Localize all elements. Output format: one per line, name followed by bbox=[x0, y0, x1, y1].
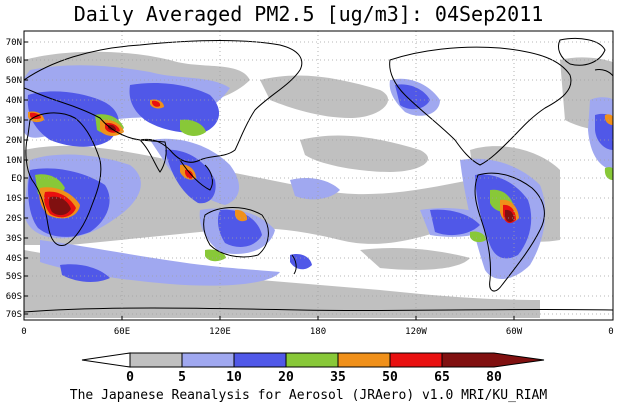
coastline-south-america bbox=[474, 172, 545, 292]
colorbar-label: 20 bbox=[278, 370, 294, 385]
colorbar-label: 5 bbox=[178, 370, 186, 385]
coastline-greenland bbox=[557, 37, 606, 66]
source-footer: The Japanese Reanalysis for Aerosol (JRA… bbox=[69, 388, 548, 403]
coastline-newzealand bbox=[291, 254, 297, 275]
colorbar-segment-7 bbox=[441, 352, 545, 368]
y-tick-label: 20N bbox=[6, 136, 22, 146]
y-tick-label: EQ bbox=[11, 174, 22, 184]
y-tick-label: 10N bbox=[6, 156, 22, 166]
coastline-africa bbox=[25, 112, 102, 247]
y-axis-ticks bbox=[24, 41, 28, 315]
colorbar-label: 0 bbox=[126, 370, 134, 385]
y-tick-label: 70S bbox=[6, 310, 22, 320]
colorbar-segment-4 bbox=[285, 352, 339, 368]
colorbar-segment-5 bbox=[337, 352, 391, 368]
map-panel bbox=[24, 31, 613, 320]
coastline-seasia bbox=[179, 159, 213, 191]
x-tick-label: 60W bbox=[506, 327, 523, 337]
map-title: Daily Averaged PM2.5 [ug/m3]: 04Sep2011 bbox=[73, 2, 544, 26]
coastlines bbox=[24, 37, 613, 313]
y-tick-label: 30N bbox=[6, 116, 22, 126]
y-tick-label: 60S bbox=[6, 292, 22, 302]
grid-lines bbox=[24, 31, 613, 320]
coastline-europe-west bbox=[594, 69, 613, 77]
coastline-north-america bbox=[389, 46, 572, 166]
colorbar-segment-0 bbox=[81, 352, 131, 368]
colorbar-label: 50 bbox=[382, 370, 398, 385]
colorbar-segment-3 bbox=[233, 352, 287, 368]
y-tick-label: 20S bbox=[6, 214, 22, 224]
colorbar bbox=[81, 352, 545, 368]
colorbar-segment-2 bbox=[181, 352, 235, 368]
y-tick-label: 60N bbox=[6, 56, 22, 66]
colorbar-segment-1 bbox=[129, 352, 183, 368]
y-tick-label: 50S bbox=[6, 272, 22, 282]
colorbar-label: 80 bbox=[486, 370, 502, 385]
y-tick-label: 30S bbox=[6, 234, 22, 244]
pm25-darkred-field bbox=[48, 124, 514, 223]
colorbar-segment-6 bbox=[389, 352, 443, 368]
coastline-australia bbox=[203, 207, 269, 258]
y-tick-label: 40N bbox=[6, 96, 22, 106]
x-tick-label: 120E bbox=[209, 327, 231, 337]
x-tick-label: 120W bbox=[405, 327, 427, 337]
y-tick-label: 10S bbox=[6, 194, 22, 204]
x-tick-label: 0 bbox=[21, 327, 26, 337]
y-tick-label: 50N bbox=[6, 76, 22, 86]
coastline-eurasia bbox=[24, 40, 303, 163]
coastline-india bbox=[138, 139, 167, 173]
x-axis-ticks bbox=[23, 316, 614, 320]
x-tick-label: 0 bbox=[608, 327, 613, 337]
x-tick-label: 180 bbox=[310, 327, 326, 337]
colorbar-labels: 0 5 10 20 35 50 65 80 bbox=[126, 370, 502, 385]
y-axis-labels: 70N 60N 50N 40N 30N 20N 10N EQ 10S 20S 3… bbox=[6, 38, 22, 320]
colorbar-label: 35 bbox=[330, 370, 346, 385]
coastline-antarctica bbox=[24, 307, 613, 313]
x-axis-labels: 0 60E 120E 180 120W 60W 0 bbox=[21, 327, 613, 337]
colorbar-label: 10 bbox=[226, 370, 242, 385]
y-tick-label: 40S bbox=[6, 254, 22, 264]
x-tick-label: 60E bbox=[114, 327, 130, 337]
colorbar-label: 65 bbox=[434, 370, 450, 385]
y-tick-label: 70N bbox=[6, 38, 22, 48]
